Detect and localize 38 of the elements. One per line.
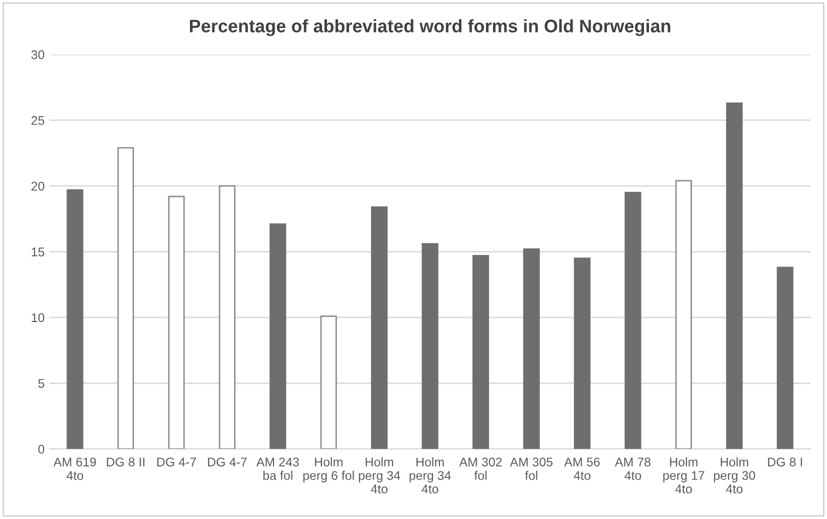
bar — [523, 248, 540, 449]
y-tick-label: 30 — [31, 50, 44, 60]
bar — [574, 258, 591, 449]
bar — [270, 223, 286, 449]
bar — [422, 243, 438, 449]
x-tick-label: DG 8 II — [106, 458, 144, 466]
x-tick-label: Holm perg 6 fol — [303, 457, 354, 482]
bar — [776, 266, 794, 449]
x-tick-label: Holm perg 30 4to — [714, 457, 756, 494]
x-tick-label: DG 4-7 — [208, 458, 247, 466]
x-tick-label: AM 302 fol — [459, 458, 502, 480]
x-tick-label: AM 78 4to — [614, 458, 650, 480]
bar — [66, 189, 84, 449]
bar — [320, 315, 337, 449]
x-tick-label: DG 8 I — [768, 458, 802, 466]
x-tick-label: AM 56 4to — [564, 458, 600, 480]
bar — [168, 196, 185, 449]
y-tick-label: 5 — [38, 379, 44, 388]
y-tick-label: 25 — [31, 116, 44, 125]
y-tick-label: 15 — [32, 248, 44, 256]
x-tick-label: AM 619 4to — [53, 458, 96, 480]
y-tick-label: 10 — [32, 313, 44, 322]
y-tick-label: 0 — [38, 444, 44, 454]
bar — [117, 147, 134, 449]
x-tick-label: Holm perg 17 4to — [663, 457, 704, 494]
x-tick-label: DG 4-7 — [157, 458, 196, 466]
bar — [218, 185, 236, 449]
y-tick-label: 20 — [31, 182, 44, 191]
x-tick-label: Holm perg 34 4to — [358, 457, 400, 494]
bar — [472, 254, 490, 449]
bar — [675, 180, 692, 449]
x-tick-label: AM 305 fol — [510, 458, 552, 480]
chart-title: Percentage of abbreviated word forms in Old Norwegian — [190, 19, 670, 36]
bar — [371, 206, 388, 449]
x-tick-label: AM 243 ba fol — [256, 458, 299, 480]
bar — [624, 192, 642, 449]
bar — [726, 102, 743, 449]
x-tick-label: Holm perg 34 4to — [410, 457, 451, 494]
